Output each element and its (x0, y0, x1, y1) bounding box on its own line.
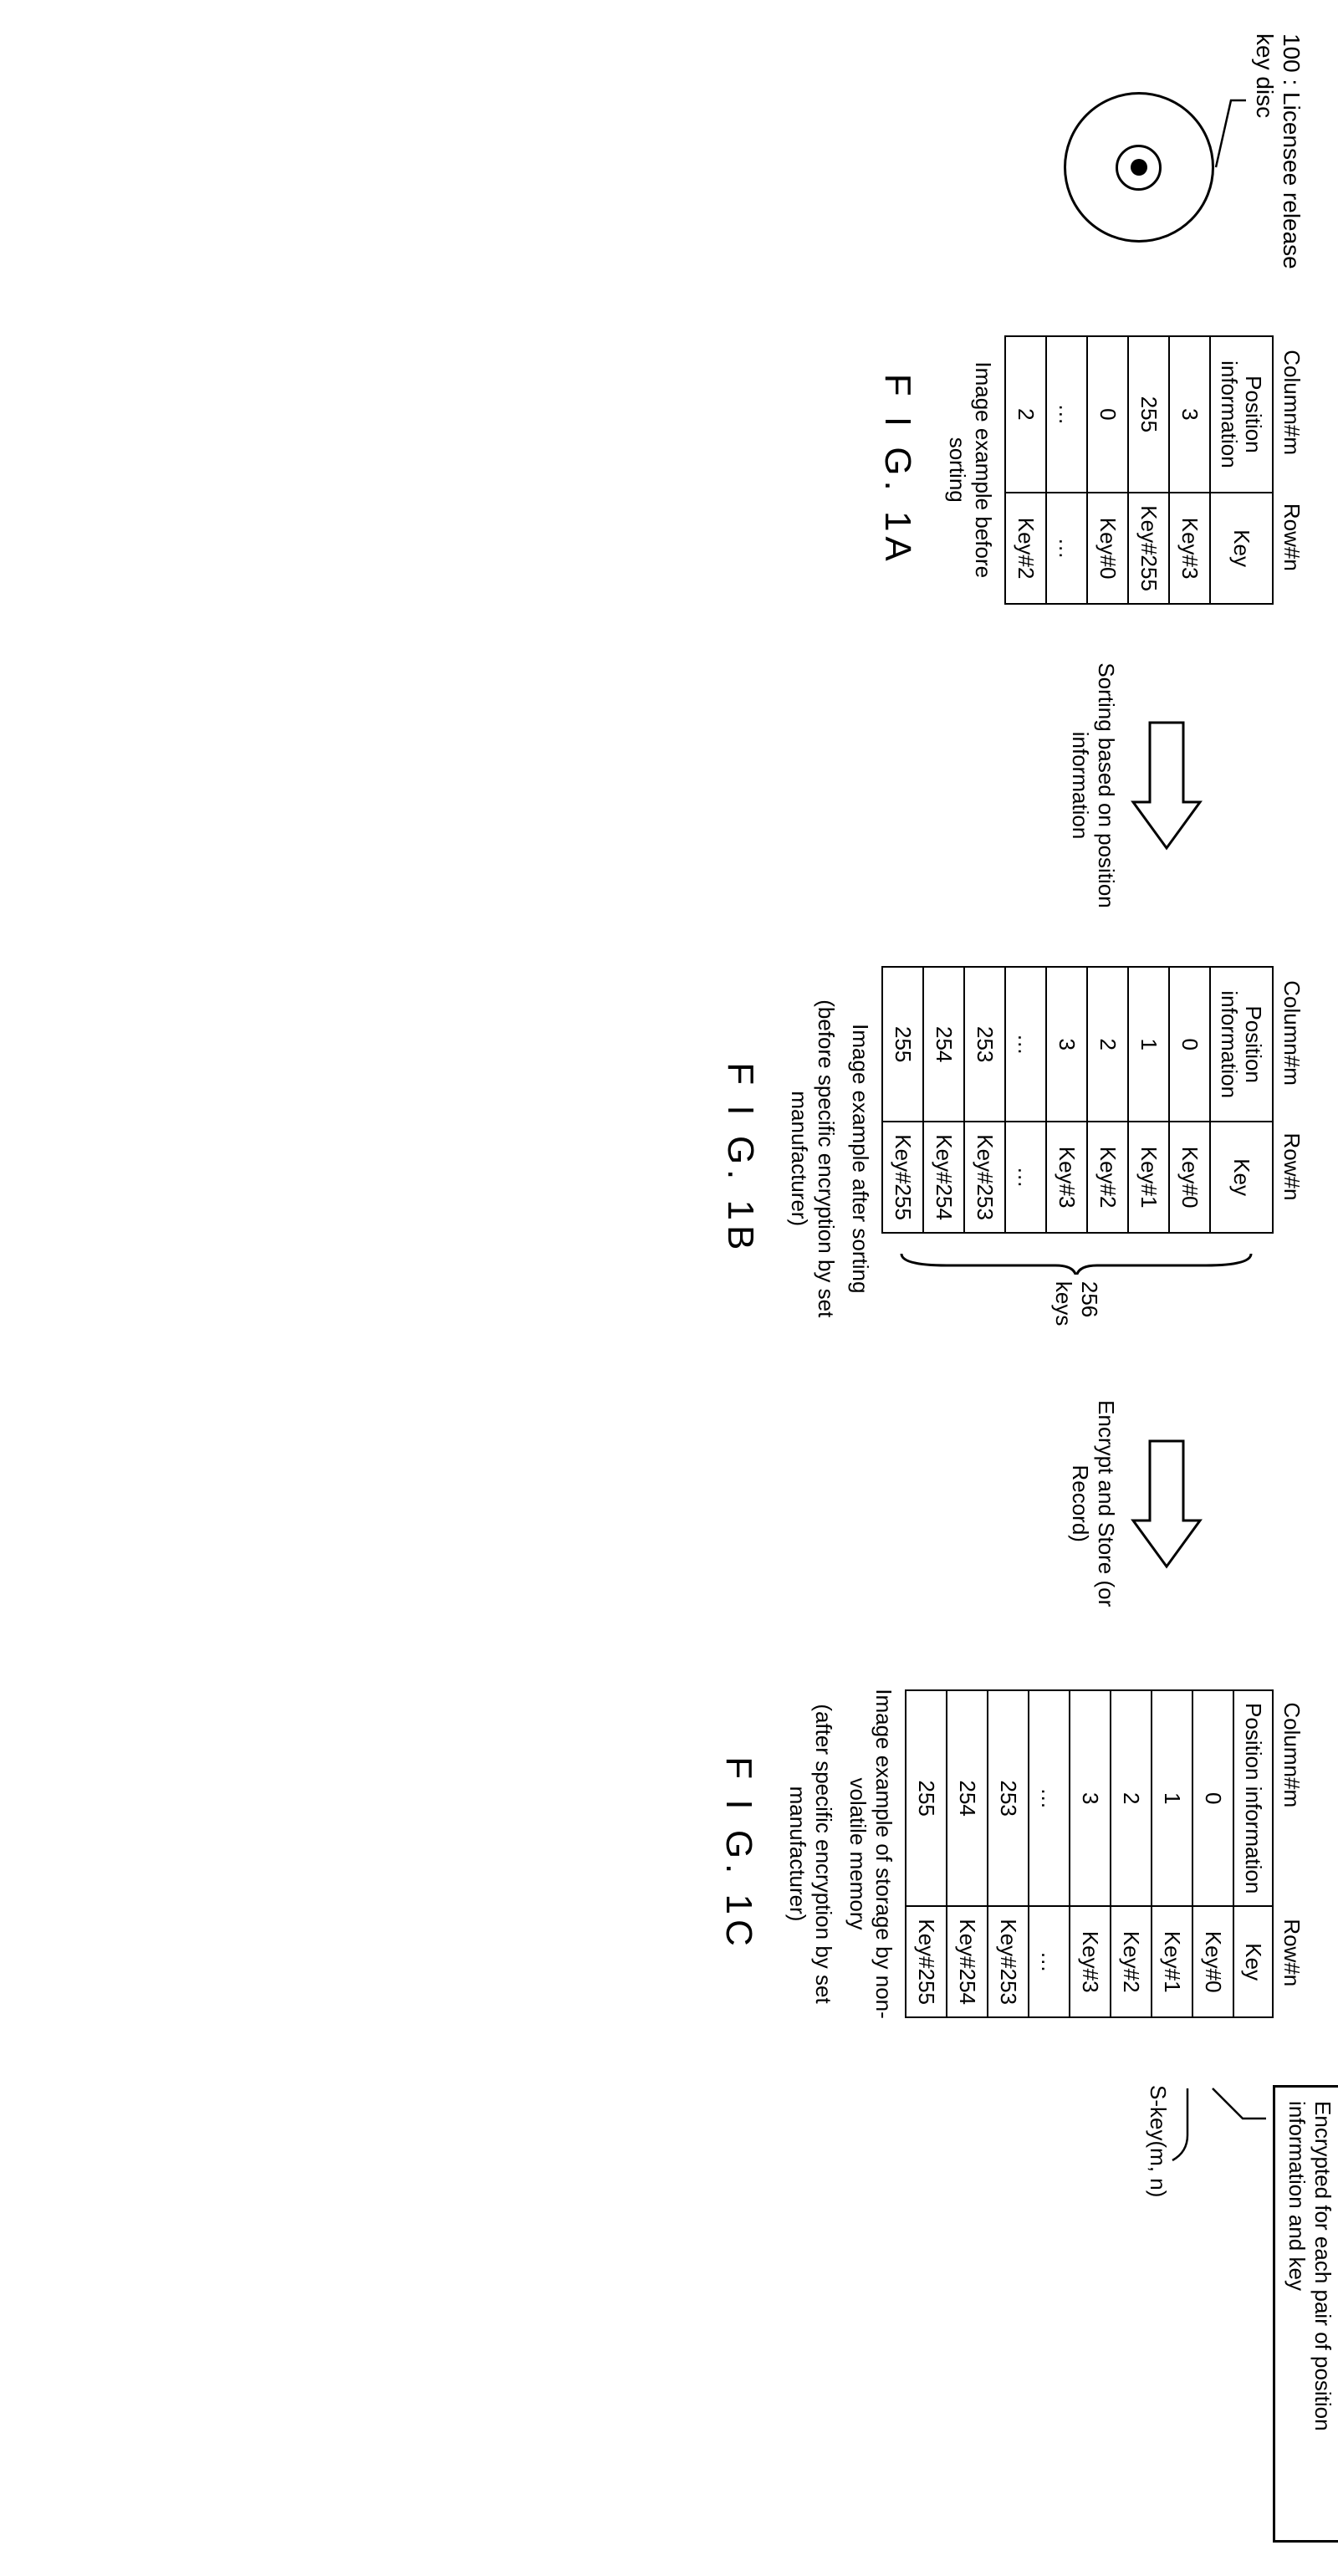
table-row: 0Key#0 (1169, 967, 1210, 1233)
table-row: 255Key#255 (1128, 336, 1169, 604)
arrow-encrypt: Encrypt and Store (or Record) (1067, 1384, 1204, 1623)
table-c-col-headers: Column#m Row#n (1279, 1656, 1305, 2052)
table-row: 0Key#0 (1087, 336, 1128, 604)
disc-ring (1116, 145, 1162, 191)
callout-column: Encrypted for each pair of position info… (1145, 2085, 1338, 2543)
th-pos: Position information (1210, 336, 1273, 493)
th-key: Key (1233, 1906, 1273, 2017)
table-b-col-headers: Column#m Row#n (1279, 966, 1305, 1234)
callout-leader (1209, 2085, 1268, 2202)
col-header: Column#m (1279, 1656, 1305, 1854)
row-header: Row#n (1279, 470, 1305, 605)
table-row: 1Key#1 (1128, 967, 1169, 1233)
table-row: …… (1005, 967, 1046, 1233)
fig-1c-label: F I G. 1C (718, 1756, 759, 1950)
table-row: 254Key#254 (947, 1690, 988, 2017)
table-c: Position informationKey 0Key#0 1Key#1 2K… (905, 1689, 1274, 2018)
table-row: 2Key#2 (1005, 336, 1046, 604)
col-header: Column#m (1279, 335, 1305, 470)
table-a-block: Column#m Row#n Position informationKey 3… (876, 335, 1305, 605)
table-a: Position informationKey 3Key#3 255Key#25… (1004, 335, 1274, 605)
fig-1a-label: F I G. 1A (876, 374, 918, 566)
table-a-caption: Image example before sorting (943, 335, 995, 605)
col-header: Column#m (1279, 966, 1305, 1100)
th-key: Key (1210, 1122, 1273, 1233)
brace-icon (896, 1250, 1256, 1275)
table-row: 255Key#255 (906, 1690, 947, 2017)
table-row: 253Key#253 (988, 1690, 1029, 2017)
table-row: 0Key#0 (1192, 1690, 1233, 2017)
skey-leader (1171, 2085, 1204, 2185)
brace-256: 256 keys (881, 1250, 1271, 1352)
arrow-right-icon (1129, 718, 1204, 852)
fig-1b-label: F I G. 1B (719, 1062, 761, 1255)
disc-hole (1131, 159, 1147, 176)
table-b-caption2: (before specific encryption by set manuf… (786, 966, 838, 1351)
skey-label: S-key(m, n) (1145, 2085, 1171, 2197)
table-row: 1Key#1 (1152, 1690, 1192, 2017)
row-header: Row#n (1279, 1100, 1305, 1234)
th-pos: Position information (1210, 967, 1273, 1122)
skey-block: S-key(m, n) (1145, 2085, 1204, 2543)
table-row: …… (1029, 1690, 1070, 2017)
table-row: 3Key#3 (1169, 336, 1210, 604)
table-b-block: Column#m Row#n Position informationKey 0… (881, 966, 1305, 1234)
table-row: 253Key#253 (964, 967, 1005, 1233)
table-b: Position informationKey 0Key#0 1Key#1 2K… (881, 966, 1274, 1234)
top-row: 100 : Licensee release key disc Column#m… (718, 33, 1305, 2543)
table-row: 2Key#2 (1087, 967, 1128, 1233)
table-b-wrap: Column#m Row#n Position informationKey 0… (719, 966, 1305, 1351)
table-c-caption2: (after specific encryption by set manufa… (784, 1656, 836, 2052)
disc-leader (1214, 84, 1248, 251)
disc-icon (1064, 92, 1214, 243)
arrow-sort: Sorting based on position information (1067, 638, 1204, 933)
figure-page: 100 : Licensee release key disc Column#m… (718, 33, 1305, 2543)
disc-column: 100 : Licensee release key disc (1064, 33, 1305, 302)
table-b-caption1: Image example after sorting (847, 1024, 873, 1293)
table-row: 2Key#2 (1111, 1690, 1152, 2017)
table-c-caption1: Image example of storage by non-volatile… (845, 1656, 896, 2052)
table-c-block: Column#m Row#n Position informationKey 0… (718, 1656, 1305, 2052)
brace-label: 256 keys (1050, 1281, 1102, 1352)
table-a-col-headers: Column#m Row#n (1279, 335, 1305, 605)
arrow-right-icon (1129, 1437, 1204, 1571)
table-row: 254Key#254 (923, 967, 964, 1233)
th-key: Key (1210, 493, 1273, 604)
arrow-encrypt-label: Encrypt and Store (or Record) (1067, 1384, 1119, 1623)
disc-label: 100 : Licensee release key disc (1251, 33, 1305, 302)
table-row: 3Key#3 (1070, 1690, 1111, 2017)
th-pos: Position information (1233, 1690, 1273, 1906)
table-row: 3Key#3 (1046, 967, 1087, 1233)
table-row: …… (1046, 336, 1087, 604)
callout-box: Encrypted for each pair of position info… (1273, 2085, 1338, 2543)
row-header: Row#n (1279, 1854, 1305, 2052)
table-row: 255Key#255 (882, 967, 923, 1233)
arrow-sort-label: Sorting based on position information (1067, 638, 1119, 933)
